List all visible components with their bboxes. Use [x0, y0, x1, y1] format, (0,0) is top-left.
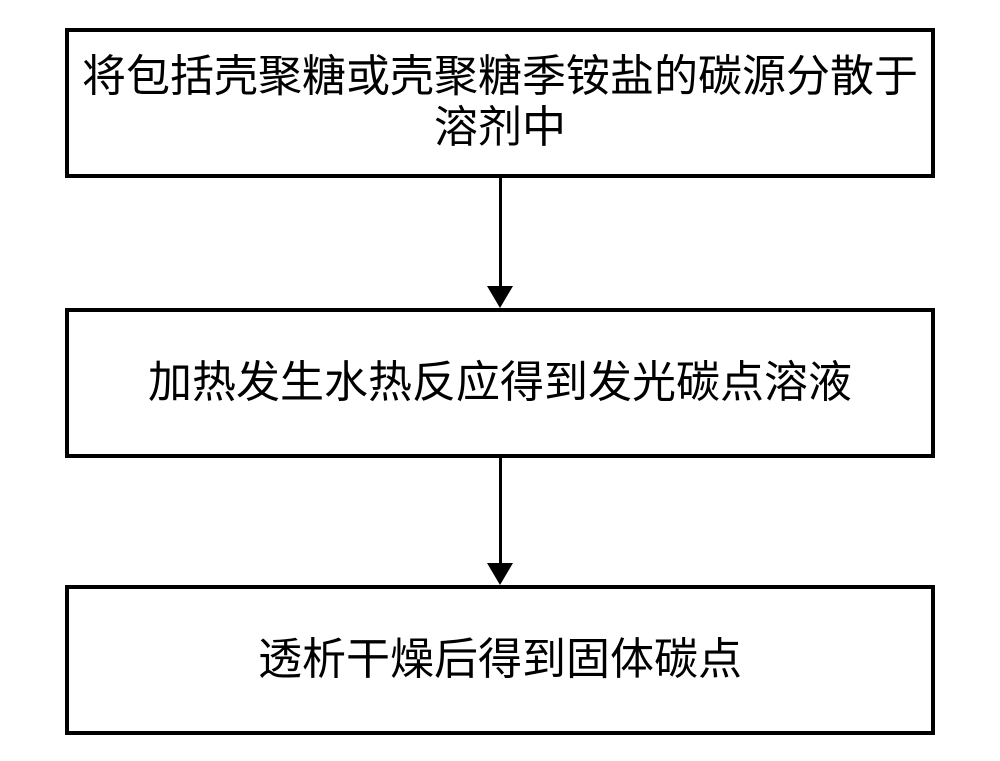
arrow-down-icon [487, 563, 513, 585]
flow-node-label: 加热发生水热反应得到发光碳点溶液 [148, 358, 852, 409]
flow-node-step1: 将包括壳聚糖或壳聚糖季铵盐的碳源分散于溶剂中 [65, 28, 935, 178]
flow-node-step2: 加热发生水热反应得到发光碳点溶液 [65, 308, 935, 458]
arrow-down-icon [487, 286, 513, 308]
flow-node-label: 将包括壳聚糖或壳聚糖季铵盐的碳源分散于溶剂中 [69, 52, 931, 153]
flowchart-canvas: 将包括壳聚糖或壳聚糖季铵盐的碳源分散于溶剂中 加热发生水热反应得到发光碳点溶液 … [0, 0, 1000, 761]
flow-edge-line [499, 178, 502, 286]
flow-node-label: 透析干燥后得到固体碳点 [258, 635, 742, 686]
flow-edge-line [499, 458, 502, 563]
flow-node-step3: 透析干燥后得到固体碳点 [65, 585, 935, 735]
